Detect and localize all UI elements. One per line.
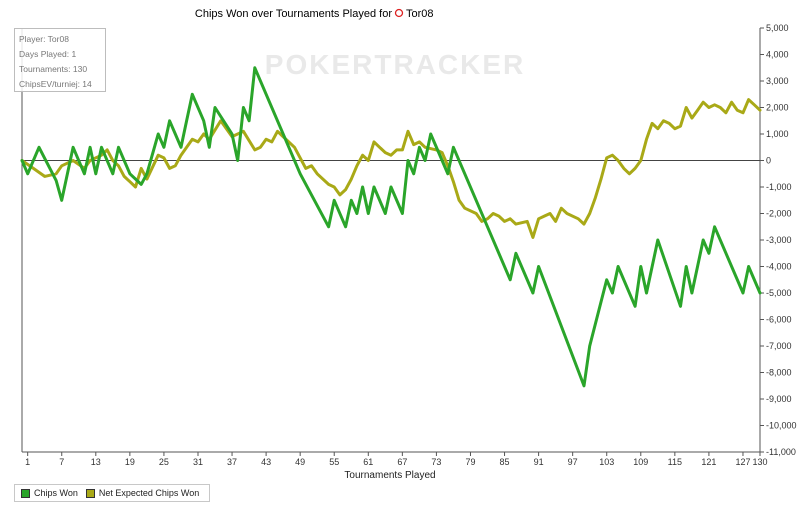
y-tick-label: -1,000	[766, 182, 792, 192]
y-tick-label: 1,000	[766, 129, 789, 139]
info-box-row: Player: Tor08	[19, 34, 69, 44]
x-tick-label: 127	[735, 457, 750, 467]
y-tick-label: -6,000	[766, 315, 792, 325]
legend-item: Chips Won	[21, 488, 78, 498]
series-line-chips-won	[20, 66, 762, 388]
y-tick-label: 5,000	[766, 23, 789, 33]
y-tick-label: 0	[766, 156, 771, 166]
info-box-row: Tournaments: 130	[19, 64, 88, 74]
player-status-icon	[394, 8, 404, 18]
x-tick-label: 37	[227, 457, 237, 467]
x-tick-label: 97	[568, 457, 578, 467]
x-tick-label: 25	[159, 457, 169, 467]
legend-item: Net Expected Chips Won	[85, 488, 200, 498]
x-tick-label: 61	[363, 457, 373, 467]
y-tick-label: -3,000	[766, 235, 792, 245]
x-tick-label: 43	[261, 457, 271, 467]
x-tick-label: 19	[125, 457, 135, 467]
x-tick-label: 115	[668, 457, 682, 467]
x-tick-label: 49	[295, 457, 305, 467]
info-box-row: Days Played: 1	[19, 49, 77, 59]
series-line-net-expected-chips-won	[20, 98, 762, 239]
legend-label: Net Expected Chips Won	[98, 488, 200, 498]
svg-text:Chips Won over Tournaments Pla: Chips Won over Tournaments Played for	[195, 8, 392, 20]
x-tick-label: 73	[431, 457, 441, 467]
y-tick-label: -11,000	[766, 447, 796, 457]
y-tick-label: 3,000	[766, 76, 789, 86]
x-tick-label: 55	[329, 457, 339, 467]
y-tick-label: 2,000	[766, 103, 789, 113]
legend-label: Chips Won	[34, 488, 78, 498]
x-tick-label: 1	[25, 457, 30, 467]
y-tick-label: -9,000	[766, 394, 792, 404]
info-box-row: ChipsEV/turniej: 14	[19, 79, 92, 89]
x-tick-label: 130	[752, 457, 767, 467]
y-tick-label: 4,000	[766, 50, 789, 60]
x-tick-label: 103	[599, 457, 614, 467]
x-tick-label: 85	[500, 457, 510, 467]
y-tick-label: -10,000	[766, 421, 797, 431]
pokertracker-watermark: POKERTRACKER	[265, 49, 525, 80]
y-tick-label: -7,000	[766, 341, 792, 351]
x-tick-label: 31	[193, 457, 203, 467]
player-info-box: Player: Tor08 Days Played: 1 Tournaments: …	[14, 28, 106, 92]
x-tick-label: 79	[465, 457, 475, 467]
legend: Chips Won Net Expected Chips Won	[14, 484, 210, 502]
chart-title-player: Tor08	[406, 8, 434, 20]
y-tick-label: -5,000	[766, 288, 792, 298]
chart-title: Chips Won over Tournaments Played for To…	[195, 8, 434, 20]
legend-swatch	[21, 488, 30, 498]
x-tick-label: 91	[534, 457, 544, 467]
x-axis-label: Tournaments Played	[344, 470, 435, 481]
x-tick-label: 7	[59, 457, 64, 467]
x-tick-label: 67	[397, 457, 407, 467]
legend-swatch	[85, 488, 95, 498]
svg-text:POKERTRACKER: POKERTRACKER	[265, 49, 525, 80]
x-tick-label: 109	[633, 457, 648, 467]
x-tick-label: 13	[91, 457, 101, 467]
y-tick-label: -4,000	[766, 262, 792, 272]
y-tick-label: -2,000	[766, 209, 792, 219]
x-tick-label: 121	[701, 457, 716, 467]
y-tick-label: -8,000	[766, 368, 792, 378]
